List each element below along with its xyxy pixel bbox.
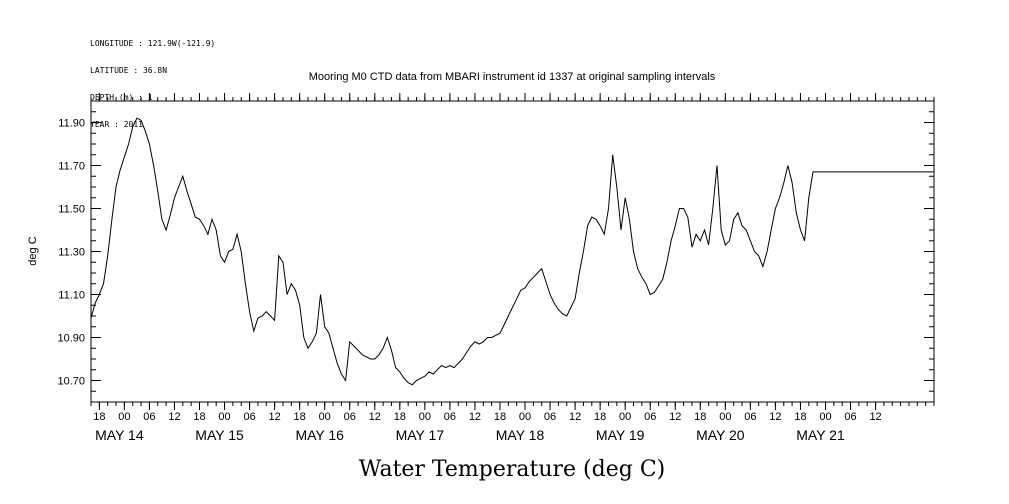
- x-tick-label: 12: [168, 411, 180, 423]
- x-axis-label: Water Temperature (deg C): [359, 457, 666, 482]
- x-tick-label: 06: [744, 411, 756, 423]
- x-tick-label: 12: [669, 411, 681, 423]
- x-tick-label: 00: [719, 411, 731, 423]
- x-tick-label: 18: [594, 411, 606, 423]
- x-tick-label: 00: [319, 411, 331, 423]
- x-tick-label: 00: [118, 411, 130, 423]
- x-tick-label: 18: [93, 411, 105, 423]
- y-tick-label: 11.70: [58, 161, 85, 173]
- x-tick-label: 12: [469, 411, 481, 423]
- x-tick-label: 12: [869, 411, 881, 423]
- y-tick-label: 10.70: [57, 376, 85, 388]
- x-day-label: MAY 15: [195, 427, 244, 443]
- x-day-label: MAY 18: [496, 427, 545, 443]
- x-day-label: MAY 17: [396, 427, 445, 443]
- x-tick-label: 12: [769, 411, 781, 423]
- x-tick-label: 06: [844, 411, 856, 423]
- y-axis-label: deg C: [27, 236, 39, 265]
- axis-ticks: [90, 93, 935, 410]
- x-day-label: MAY 20: [696, 427, 745, 443]
- x-tick-label: 06: [143, 411, 155, 423]
- y-tick-label: 11.30: [58, 247, 85, 259]
- x-tick-label: 06: [344, 411, 356, 423]
- x-tick-label: 00: [218, 411, 230, 423]
- x-tick-label: 00: [419, 411, 431, 423]
- longitude-text: LONGITUDE : 121.9W(-121.9): [90, 39, 216, 48]
- x-tick-label: 18: [193, 411, 205, 423]
- plot-frame: [90, 100, 935, 403]
- x-tick-label: 00: [519, 411, 531, 423]
- x-tick-label: 06: [444, 411, 456, 423]
- x-tick-label: 18: [494, 411, 506, 423]
- x-tick-label: 06: [544, 411, 556, 423]
- series-line: [90, 117, 934, 386]
- latitude-text: LATITUDE : 36.8N: [90, 66, 168, 75]
- x-tick-label: 00: [619, 411, 631, 423]
- chart-title: Mooring M0 CTD data from MBARI instrumen…: [309, 71, 716, 83]
- x-tick-label: 18: [694, 411, 706, 423]
- x-tick-label: 12: [268, 411, 280, 423]
- x-day-label: MAY 16: [295, 427, 344, 443]
- y-tick-label: 11.50: [58, 204, 85, 216]
- x-tick-label: 18: [294, 411, 306, 423]
- x-tick-label: 00: [819, 411, 831, 423]
- x-day-label: MAY 21: [796, 427, 845, 443]
- x-tick-label: 18: [394, 411, 406, 423]
- y-tick-label: 11.90: [58, 118, 85, 130]
- y-tick-label: 10.90: [57, 333, 85, 345]
- x-day-label: MAY 14: [95, 427, 144, 443]
- y-tick-label: 11.10: [58, 290, 85, 302]
- x-tick-label: 12: [369, 411, 381, 423]
- x-tick-label: 06: [243, 411, 255, 423]
- x-tick-label: 06: [644, 411, 656, 423]
- depth-text: DEPTH (m) : 1: [90, 93, 153, 102]
- x-tick-label: 12: [569, 411, 581, 423]
- axis-labels: 18 00 06 12 18 00 06 12 18 00 06 12 18 00 06 12 18 00 06 12…: [57, 118, 881, 444]
- x-tick-label: 18: [794, 411, 806, 423]
- x-day-label: MAY 19: [596, 427, 645, 443]
